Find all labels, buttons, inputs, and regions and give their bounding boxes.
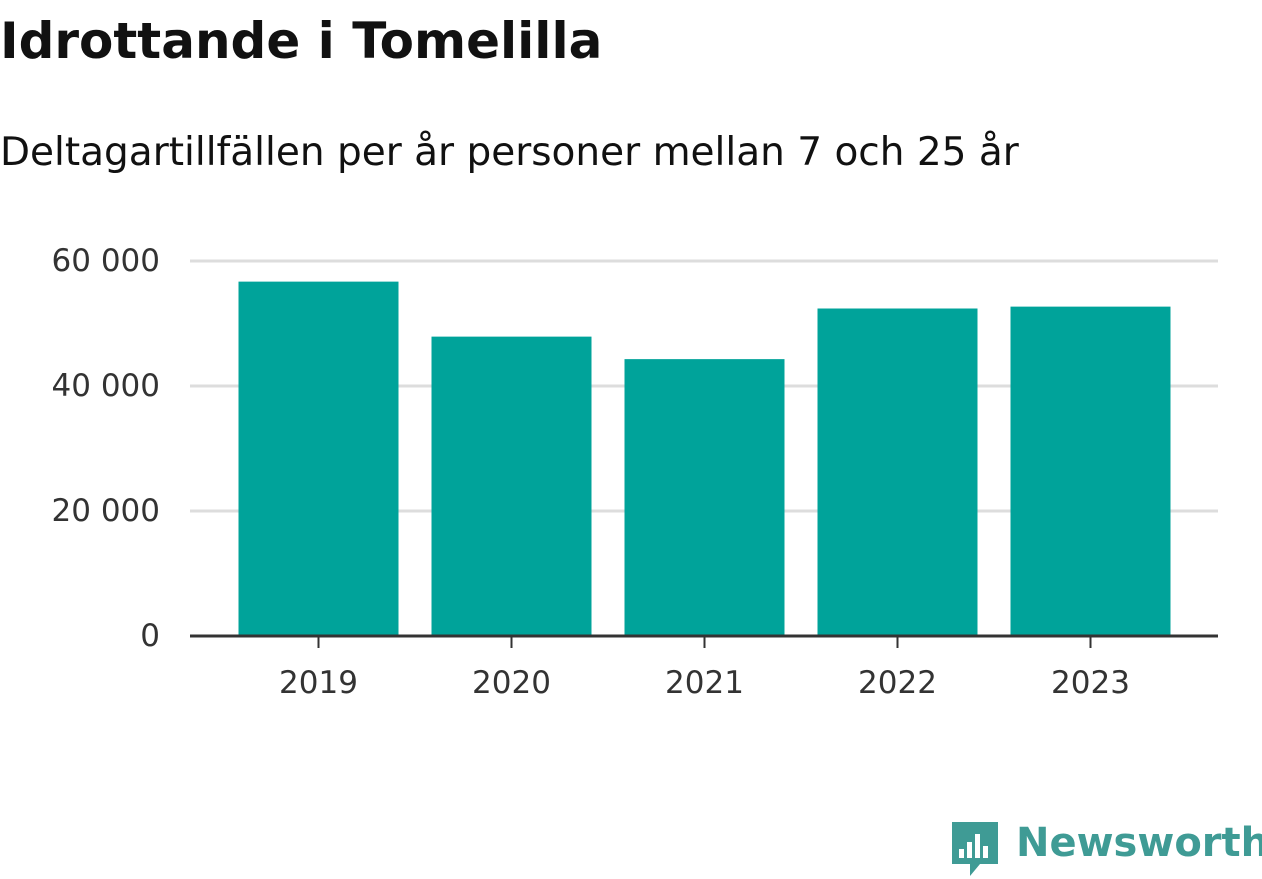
bar-2022: [817, 308, 978, 636]
newsworthy-wordmark: Newsworthy: [1016, 820, 1262, 866]
y-tick-label: 40 000: [52, 368, 160, 404]
x-tick-label: 2020: [472, 665, 551, 701]
chart-subtitle: Deltagartillfällen per år personer mella…: [0, 130, 1019, 175]
x-tick-label: 2022: [858, 665, 937, 701]
axes: [190, 634, 1218, 648]
x-tick-label: 2019: [279, 665, 358, 701]
newsworthy-brand: Newsworthy: [950, 818, 1262, 879]
tick-labels: 0 20 000 40 000 60 000 2019 2020 2021 2022 2023: [52, 243, 1130, 701]
chart-title: Idrottande i Tomelilla: [0, 12, 603, 70]
newsworthy-logo-icon: [952, 822, 998, 876]
bars: [238, 281, 1171, 636]
y-tick-label: 60 000: [52, 243, 160, 279]
y-tick-label: 20 000: [52, 493, 160, 529]
bar-2023: [1010, 306, 1171, 636]
bar-2021: [624, 359, 785, 636]
y-tick-label: 0: [140, 618, 160, 654]
x-tick-label: 2021: [665, 665, 744, 701]
bar-2019: [238, 281, 399, 636]
bar-2020: [431, 336, 592, 636]
x-tick-label: 2023: [1051, 665, 1130, 701]
